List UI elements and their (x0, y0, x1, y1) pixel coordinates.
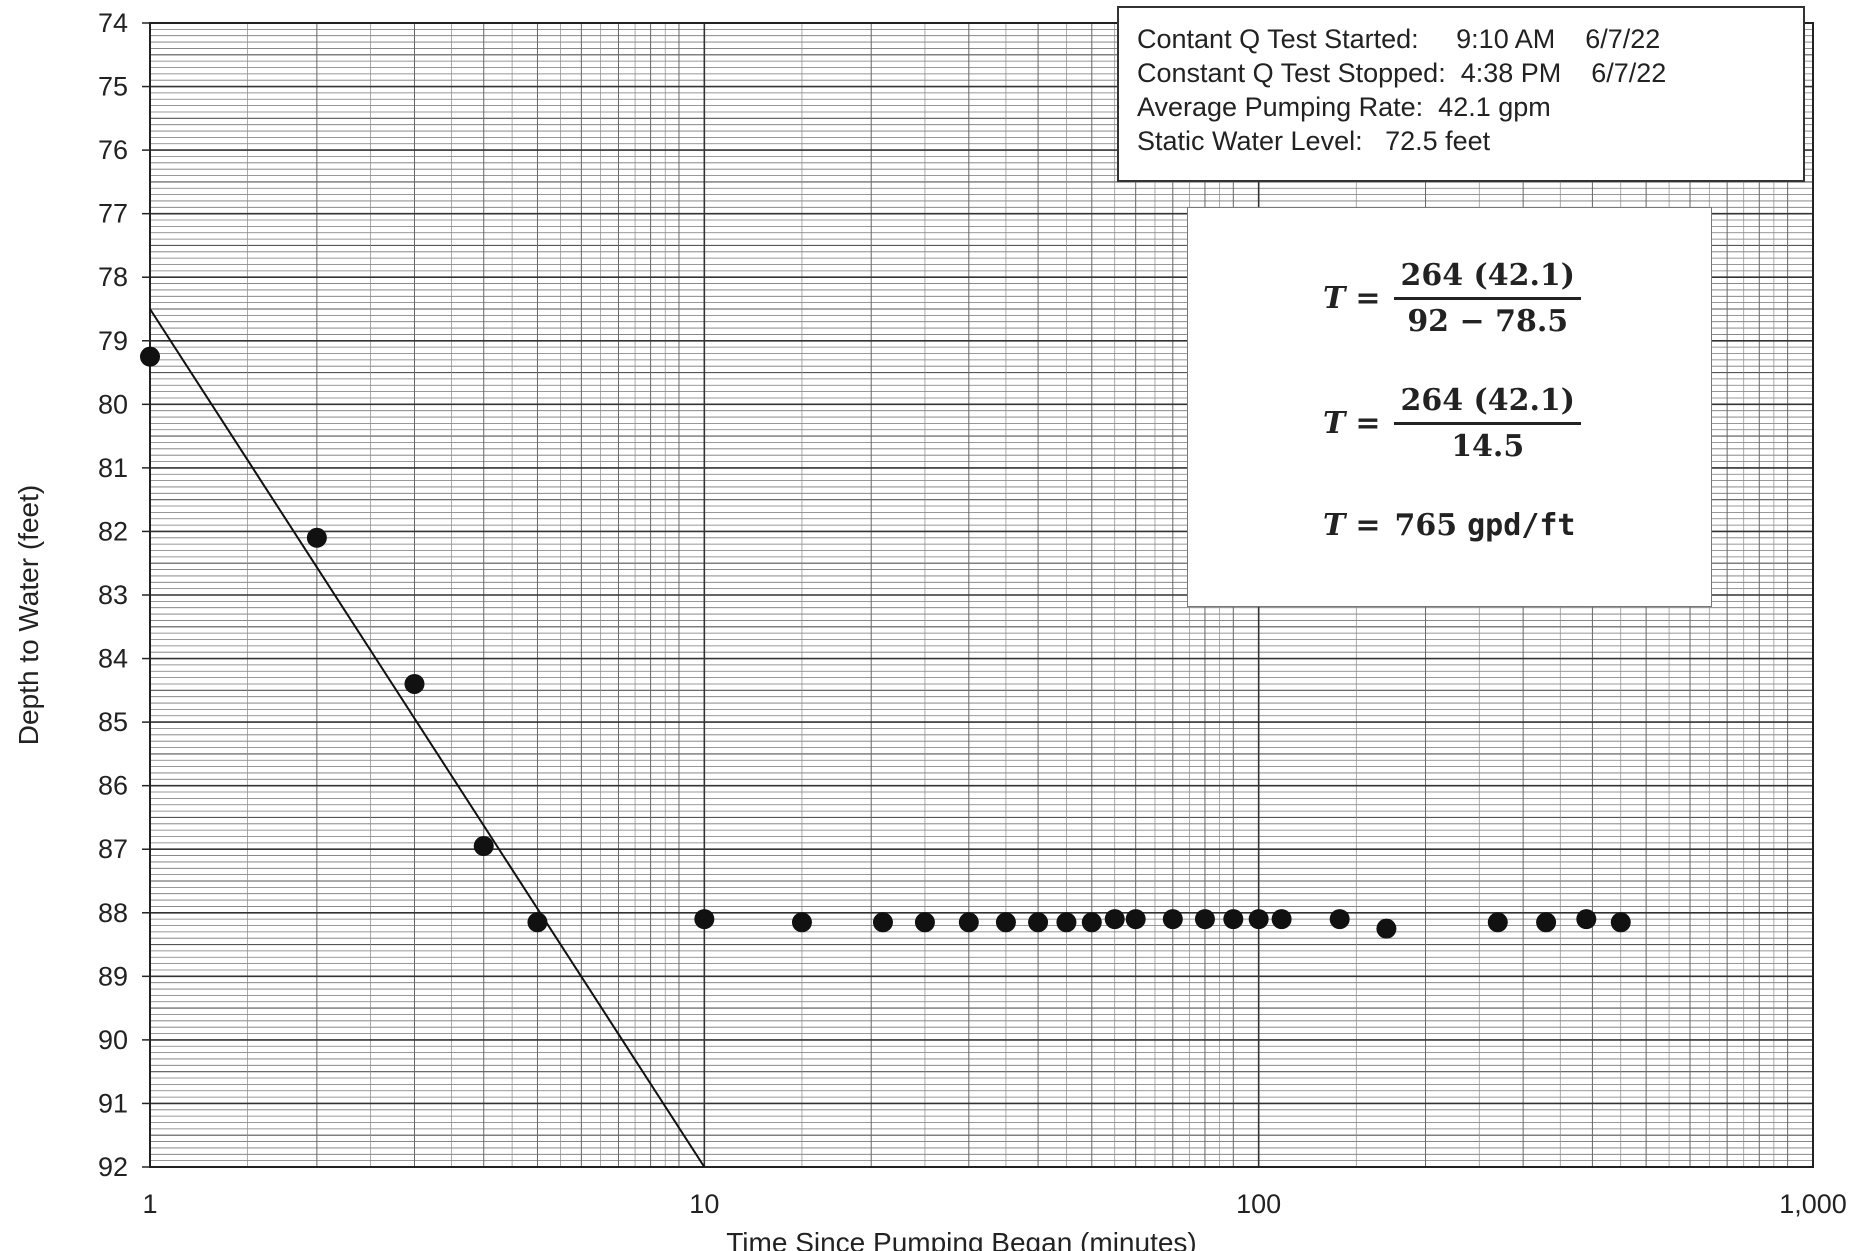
y-tick-label: 85 (98, 707, 128, 737)
y-axis-label: Depth to Water (feet) (13, 485, 44, 745)
data-point (1194, 909, 1215, 930)
x-tick-labels: 1 10 100 1,000 (142, 1189, 1846, 1219)
data-point (306, 527, 327, 548)
y-tick-label: 80 (98, 389, 128, 419)
y-tick-label: 81 (98, 453, 128, 483)
y-tick-label: 75 (98, 72, 128, 102)
y-tick-label: 84 (98, 644, 128, 674)
formula-equals: = (1355, 508, 1381, 543)
y-tick-label: 78 (98, 262, 128, 292)
data-point (1248, 909, 1269, 930)
data-point (1125, 909, 1146, 930)
y-tick-label: 77 (98, 199, 128, 229)
result-unit: gpd/ft (1467, 508, 1576, 543)
data-point (1104, 909, 1125, 930)
formula-var: T (1323, 406, 1346, 441)
x-tick-label: 1 (142, 1189, 157, 1219)
data-point (958, 912, 979, 933)
data-point (1162, 909, 1183, 930)
fraction-1-denominator: 92 − 78.5 (1407, 304, 1569, 339)
y-tick-labels: 74 75 76 77 78 79 80 81 82 83 84 85 86 87 88 89 90 91 92 (98, 8, 150, 1182)
formula-equals: = (1355, 406, 1381, 441)
data-point (1376, 918, 1397, 939)
data-point (1056, 912, 1077, 933)
data-point (791, 912, 812, 933)
y-tick-label: 87 (98, 834, 128, 864)
data-point (1081, 912, 1102, 933)
y-tick-label: 82 (98, 516, 128, 546)
fraction-2-denominator: 14.5 (1451, 429, 1525, 464)
data-point (995, 912, 1016, 933)
data-point (1329, 909, 1350, 930)
formula-result: T = 765 gpd/ft (1323, 508, 1575, 543)
data-point (914, 912, 935, 933)
formula-step-2: T = 264 (42.1) 14.5 (1323, 383, 1581, 464)
y-tick-label: 74 (98, 8, 128, 38)
y-tick-label: 86 (98, 771, 128, 801)
data-point (1271, 909, 1292, 930)
x-axis-label: Time Since Pumping Began (minutes) (726, 1227, 1197, 1251)
y-tick-label: 91 (98, 1088, 128, 1118)
data-point (1487, 912, 1508, 933)
pumping-rate-line: Average Pumping Rate: 42.1 gpm (1137, 92, 1551, 122)
data-point (1576, 909, 1597, 930)
y-tick-label: 90 (98, 1025, 128, 1055)
static-level-line: Static Water Level: 72.5 feet (1137, 126, 1491, 156)
y-tick-label: 88 (98, 898, 128, 928)
data-point (140, 346, 160, 367)
data-point (694, 909, 715, 930)
transmissivity-formula-box: T = 264 (42.1) 92 − 78.5 T = 264 (42.1) … (1187, 207, 1712, 607)
data-points (140, 346, 1631, 939)
test-stopped-line: Constant Q Test Stopped: 4:38 PM 6/7/22 (1137, 58, 1667, 88)
data-point (1536, 912, 1557, 933)
data-point (1223, 909, 1244, 930)
data-point (473, 836, 494, 857)
data-point (1028, 912, 1049, 933)
drawdown-fit-line (149, 308, 706, 1168)
formula-var: T (1323, 281, 1346, 316)
y-tick-label: 89 (98, 961, 128, 991)
result-value: 765 (1394, 508, 1458, 543)
x-tick-label: 1,000 (1779, 1189, 1847, 1219)
test-started-line: Contant Q Test Started: 9:10 AM 6/7/22 (1137, 24, 1661, 54)
fraction-1-numerator: 264 (42.1) (1394, 258, 1581, 300)
formula-equals: = (1355, 281, 1381, 316)
data-point (1610, 912, 1631, 933)
formula-var: T (1323, 508, 1346, 543)
fraction-2-numerator: 264 (42.1) (1394, 383, 1581, 425)
test-info-box: Contant Q Test Started: 9:10 AM 6/7/22 C… (1117, 6, 1805, 182)
y-tick-label: 76 (98, 135, 128, 165)
formula-fraction-1: 264 (42.1) 92 − 78.5 (1394, 258, 1581, 339)
data-point (404, 673, 425, 694)
formula-fraction-2: 264 (42.1) 14.5 (1394, 383, 1581, 464)
y-tick-label: 92 (98, 1152, 128, 1182)
data-point (527, 912, 548, 933)
x-tick-label: 100 (1236, 1189, 1281, 1219)
data-point (872, 912, 893, 933)
y-tick-label: 79 (98, 326, 128, 356)
y-tick-label: 83 (98, 580, 128, 610)
x-tick-label: 10 (689, 1189, 719, 1219)
formula-step-1: T = 264 (42.1) 92 − 78.5 (1323, 258, 1581, 339)
